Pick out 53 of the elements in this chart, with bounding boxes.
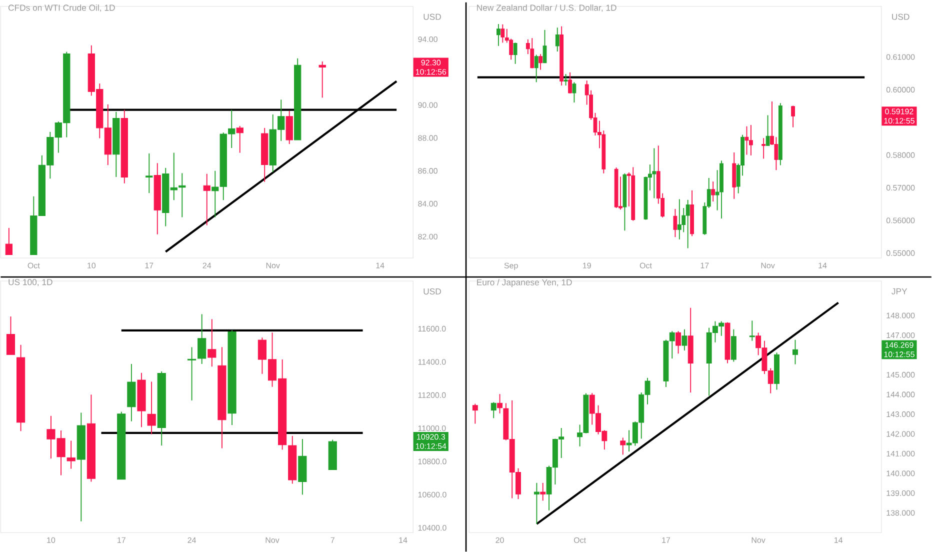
candlestick <box>147 381 156 435</box>
candlestick <box>490 402 496 418</box>
candlestick <box>500 24 505 43</box>
candlestick <box>791 105 795 128</box>
candlestick <box>555 27 560 52</box>
candlestick <box>652 148 656 199</box>
candlestick <box>472 403 478 424</box>
candlestick <box>66 440 76 470</box>
candlestick <box>203 173 210 226</box>
candlestick <box>236 125 244 154</box>
y-axis-title: USD <box>892 14 910 20</box>
chart-title: US 100, 1D <box>8 278 52 286</box>
candlestick <box>744 126 749 156</box>
candlestick <box>686 199 690 249</box>
candlestick <box>572 82 576 103</box>
candlestick <box>766 114 770 146</box>
candlestick <box>676 330 682 354</box>
candlestick <box>732 152 736 200</box>
candlestick <box>146 152 153 194</box>
candlestick <box>711 180 716 202</box>
candlestick <box>513 42 518 64</box>
candlestick <box>677 198 682 240</box>
candlestick <box>568 72 572 94</box>
candlestick <box>534 482 540 524</box>
candlestick <box>538 54 542 70</box>
y-axis-title: JPY <box>892 288 908 294</box>
candlestick <box>187 346 196 401</box>
candlestick <box>792 339 798 365</box>
candlestick <box>762 137 766 160</box>
candlestick <box>564 73 568 86</box>
candlestick <box>682 328 688 351</box>
candlestick <box>673 208 678 238</box>
candlestick <box>5 227 12 256</box>
candlestick <box>178 172 186 218</box>
y-axis-title: USD <box>424 288 441 294</box>
candlestick <box>497 393 503 414</box>
candlestick <box>542 29 547 64</box>
candlestick <box>540 482 546 501</box>
chart-title: New Zealand Dollar / U.S. Dollar, 1D <box>477 4 616 12</box>
candlestick <box>530 37 534 68</box>
candlestick <box>620 437 626 456</box>
candlestick <box>496 23 500 46</box>
candlestick <box>534 54 538 83</box>
candlestick <box>6 316 16 355</box>
y-axis-title: USD <box>424 14 441 20</box>
candlestick <box>318 60 326 98</box>
chart-title: CFDs on WTI Crude Oil, 1D <box>8 4 115 12</box>
candlestick <box>730 328 736 362</box>
candlestick <box>198 314 206 364</box>
candlestick <box>208 318 216 367</box>
candlestick <box>286 110 293 144</box>
candlestick <box>749 320 755 342</box>
chart-title: Euro / Japanese Yen, 1D <box>477 278 572 287</box>
